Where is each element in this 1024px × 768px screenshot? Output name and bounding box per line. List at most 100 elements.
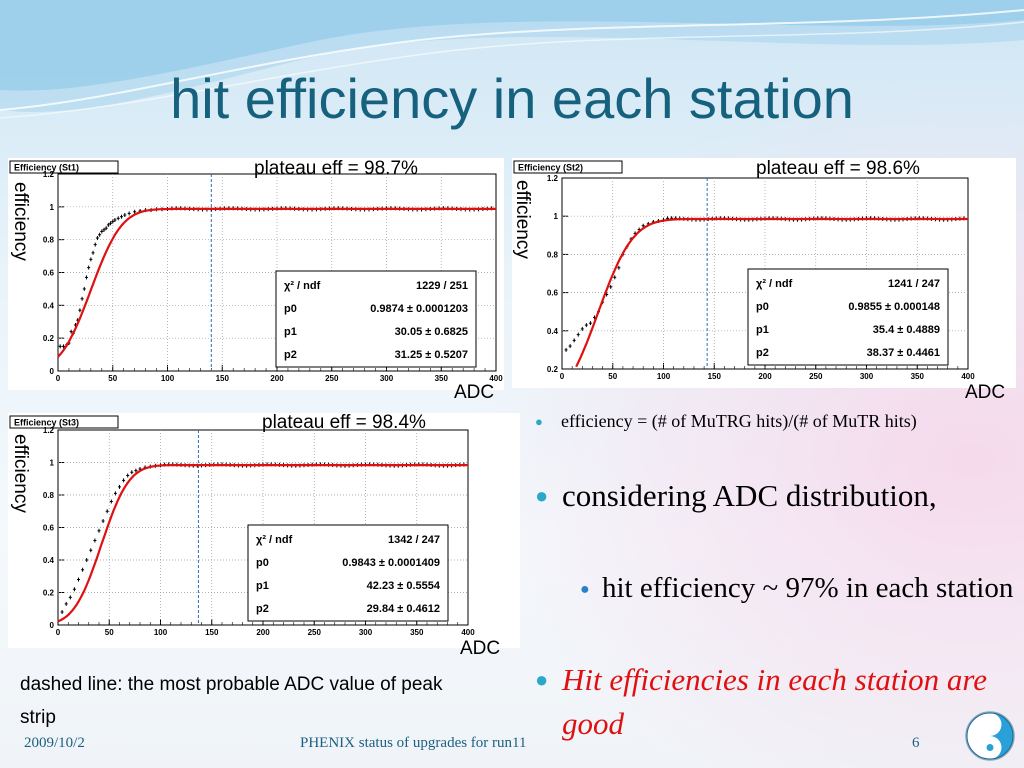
y-tick-label: 0.4: [547, 327, 559, 336]
y-tick-label: 1.2: [43, 426, 55, 435]
stats-label: p2: [756, 347, 769, 359]
stats-label: p0: [256, 557, 269, 569]
data-point: [134, 468, 138, 473]
xlabel-st2: ADC: [965, 382, 1006, 403]
stats-label: p0: [756, 301, 769, 313]
y-tick-label: 1: [554, 212, 559, 221]
x-tick-label: 0: [56, 628, 61, 637]
stats-label: p1: [284, 326, 297, 338]
data-point: [613, 275, 617, 280]
bullet-dot-icon: ●: [580, 581, 590, 598]
stats-value: 0.9843 ± 0.0001409: [342, 557, 440, 569]
chart-panel-st1: Efficiency (St1) 0 0.2 0.4 0.6 0.8 1 1.2 0 50 100 1…: [8, 158, 504, 390]
y-tick-label: 0.4: [43, 301, 55, 310]
chart-title: Efficiency (St2): [518, 163, 583, 173]
y-tick-label: 1.2: [43, 170, 55, 179]
chart-st2: Efficiency (St2) 0.2 0.4 0.6 0.8 1 1.2 0 50 100 15…: [513, 160, 975, 381]
stats-label: p0: [284, 303, 297, 315]
x-tick-label: 50: [105, 628, 114, 637]
data-point: [72, 587, 76, 592]
fit-curve: [57, 207, 496, 358]
xlabel-st3: ADC: [460, 638, 501, 659]
chart-title-box: [9, 415, 119, 429]
ylabel-st3: efficiency: [10, 434, 31, 513]
data-point: [102, 227, 106, 232]
stats-box: [747, 268, 949, 366]
plateau-label-st2: plateau eff = 98.6%: [756, 158, 920, 179]
data-point: [105, 509, 109, 514]
data-point: [100, 229, 104, 234]
x-tick-label: 250: [308, 628, 322, 637]
data-point: [576, 332, 580, 337]
data-point: [80, 296, 84, 301]
x-tick-label: 400: [461, 628, 475, 637]
bullet-good-efficiency: ● Hit efficiencies in each station are g…: [535, 658, 1005, 746]
stats-value: 38.37 ± 0.4461: [867, 347, 940, 359]
y-tick-label: 0.8: [43, 236, 55, 245]
slide-title: hit efficiency in each station: [170, 67, 854, 130]
chart-st1: Efficiency (St1) 0 0.2 0.4 0.6 0.8 1 1.2 0 50 100 1…: [9, 160, 503, 383]
data-point: [122, 478, 126, 483]
bullet-dot-icon: ●: [535, 414, 543, 429]
data-point: [81, 567, 85, 572]
y-tick-label: 0: [50, 621, 55, 630]
footer-page-number: 6: [912, 735, 920, 751]
data-point: [93, 242, 97, 247]
stats-box: [275, 270, 477, 368]
phenix-logo-icon: [965, 711, 1015, 761]
y-tick-label: 0: [50, 367, 55, 376]
chart-title-box: [513, 160, 623, 174]
x-tick-label: 250: [809, 372, 823, 381]
chart-title-box: [9, 160, 119, 174]
stats-label: χ² / ndf: [256, 534, 293, 546]
data-point: [82, 286, 86, 291]
stats-value: 35.4 ± 0.4889: [873, 324, 940, 336]
chart-panel-st3: Efficiency (St3) 0 0.2 0.4 0.6 0.8 1 1.2 0 50 100 1…: [8, 413, 520, 648]
data-point: [58, 344, 62, 349]
x-tick-label: 300: [359, 628, 373, 637]
x-tick-label: 300: [860, 372, 874, 381]
data-point: [116, 216, 120, 221]
data-point: [98, 232, 102, 237]
x-tick-label: 50: [108, 374, 117, 383]
bullet-dot-icon: ●: [535, 483, 549, 508]
x-tick-label: 400: [961, 372, 975, 381]
y-tick-label: 1: [50, 459, 55, 468]
x-tick-label: 150: [708, 372, 722, 381]
y-tick-label: 0.2: [43, 334, 55, 343]
stats-label: p1: [756, 324, 769, 336]
y-tick-label: 0.2: [547, 365, 559, 374]
stats-value: 1229 / 251: [416, 280, 468, 292]
data-point: [617, 265, 621, 270]
x-tick-label: 350: [410, 628, 424, 637]
data-point: [69, 329, 73, 334]
data-point: [584, 323, 588, 328]
data-point: [126, 473, 130, 478]
stats-value: 42.23 ± 0.5554: [367, 580, 441, 592]
x-tick-label: 0: [56, 374, 61, 383]
bullet-efficiency-definition: ● efficiency = (# of MuTRG hits)/(# of M…: [535, 408, 995, 435]
stats-value: 30.05 ± 0.6825: [395, 326, 468, 338]
stats-value: 31.25 ± 0.5207: [395, 349, 468, 361]
x-tick-label: 50: [608, 372, 617, 381]
data-point: [113, 491, 117, 496]
stats-value: 0.9855 ± 0.000148: [848, 301, 940, 313]
stats-value: 1342 / 247: [388, 534, 440, 546]
chart-title: Efficiency (St1): [14, 163, 79, 173]
data-point: [61, 344, 65, 349]
xlabel-st1: ADC: [454, 382, 495, 403]
data-point: [609, 284, 613, 289]
x-tick-label: 350: [911, 372, 925, 381]
data-point: [580, 326, 584, 331]
data-point: [113, 217, 117, 222]
y-tick-label: 0.6: [43, 269, 55, 278]
data-point: [93, 538, 97, 543]
stats-label: p2: [256, 603, 269, 615]
x-tick-label: 150: [205, 628, 219, 637]
plateau-label-st1: plateau eff = 98.7%: [254, 158, 418, 179]
y-tick-label: 0.6: [547, 289, 559, 298]
data-point: [89, 548, 93, 553]
data-point: [109, 221, 113, 226]
footer-date: 2009/10/2: [24, 735, 85, 751]
ylabel-st2: efficiency: [512, 180, 533, 259]
